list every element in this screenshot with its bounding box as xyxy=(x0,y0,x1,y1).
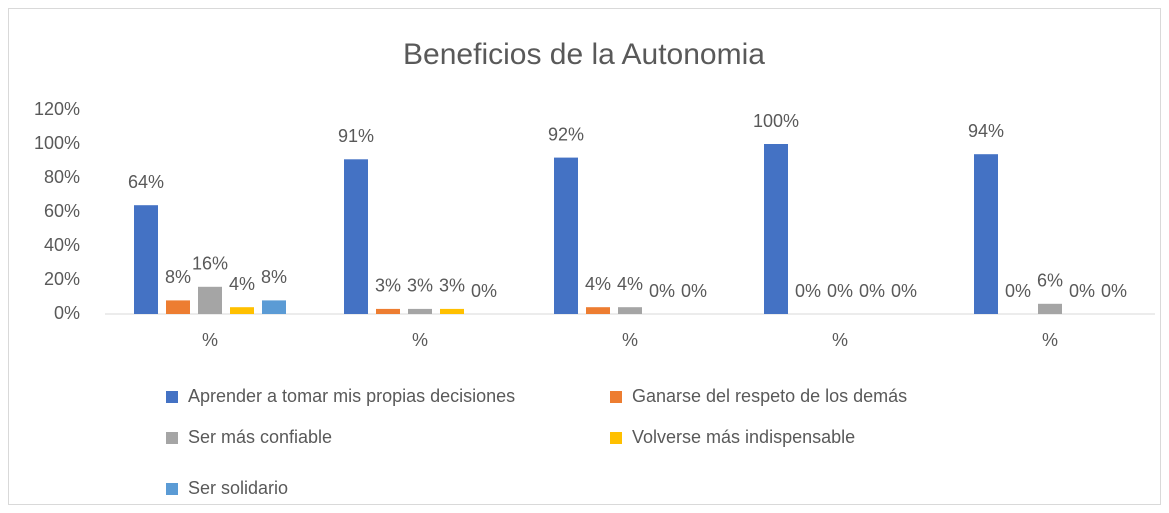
bar xyxy=(554,157,578,314)
value-label: 4% xyxy=(617,274,643,294)
value-label: 8% xyxy=(261,267,287,287)
value-label: 0% xyxy=(859,281,885,301)
bar xyxy=(230,307,254,314)
value-label: 64% xyxy=(128,172,164,192)
y-tick-label: 40% xyxy=(44,235,80,255)
chart-title: Beneficios de la Autonomia xyxy=(403,38,765,71)
bar xyxy=(134,205,158,314)
bar xyxy=(198,286,222,314)
bar xyxy=(166,300,190,314)
x-tick-label: % xyxy=(412,330,428,350)
y-tick-label: 120% xyxy=(34,99,80,119)
value-label: 0% xyxy=(1069,281,1095,301)
bar xyxy=(262,300,286,314)
legend-swatch xyxy=(610,432,622,444)
bar xyxy=(376,308,400,314)
value-label: 0% xyxy=(827,281,853,301)
value-label: 0% xyxy=(471,281,497,301)
x-tick-label: % xyxy=(832,330,848,350)
value-label: 3% xyxy=(407,276,433,296)
value-label: 16% xyxy=(192,254,228,274)
x-tick-label: % xyxy=(1042,330,1058,350)
bar xyxy=(974,154,998,314)
value-label: 0% xyxy=(1005,281,1031,301)
bar xyxy=(344,159,368,314)
bar xyxy=(440,308,464,314)
legend-label: Ganarse del respeto de los demás xyxy=(632,386,907,406)
y-tick-label: 60% xyxy=(44,201,80,221)
bar xyxy=(618,307,642,314)
value-label: 4% xyxy=(585,274,611,294)
value-label: 0% xyxy=(681,281,707,301)
bar xyxy=(586,307,610,314)
bar xyxy=(408,308,432,314)
value-label: 94% xyxy=(968,121,1004,141)
legend-label: Aprender a tomar mis propias decisiones xyxy=(188,386,515,406)
value-label: 0% xyxy=(1101,281,1127,301)
legend-label: Volverse más indispensable xyxy=(632,427,855,447)
y-tick-label: 80% xyxy=(44,167,80,187)
value-label: 100% xyxy=(753,111,799,131)
legend-swatch xyxy=(610,391,622,403)
value-label: 8% xyxy=(165,267,191,287)
legend-swatch xyxy=(166,483,178,495)
y-tick-label: 100% xyxy=(34,133,80,153)
value-label: 3% xyxy=(375,276,401,296)
bar xyxy=(764,144,788,314)
value-label: 6% xyxy=(1037,271,1063,291)
legend-label: Ser más confiable xyxy=(188,427,332,447)
legend-swatch xyxy=(166,432,178,444)
x-tick-label: % xyxy=(622,330,638,350)
value-label: 0% xyxy=(795,281,821,301)
value-label: 0% xyxy=(649,281,675,301)
value-label: 4% xyxy=(229,274,255,294)
value-label: 3% xyxy=(439,276,465,296)
value-label: 91% xyxy=(338,126,374,146)
bar xyxy=(1038,303,1062,314)
y-tick-label: 20% xyxy=(44,269,80,289)
legend-label: Ser solidario xyxy=(188,478,288,498)
y-tick-label: 0% xyxy=(54,303,80,323)
legend-swatch xyxy=(166,391,178,403)
value-label: 0% xyxy=(891,281,917,301)
chart-border xyxy=(8,8,1161,505)
x-tick-label: % xyxy=(202,330,218,350)
value-label: 92% xyxy=(548,124,584,144)
